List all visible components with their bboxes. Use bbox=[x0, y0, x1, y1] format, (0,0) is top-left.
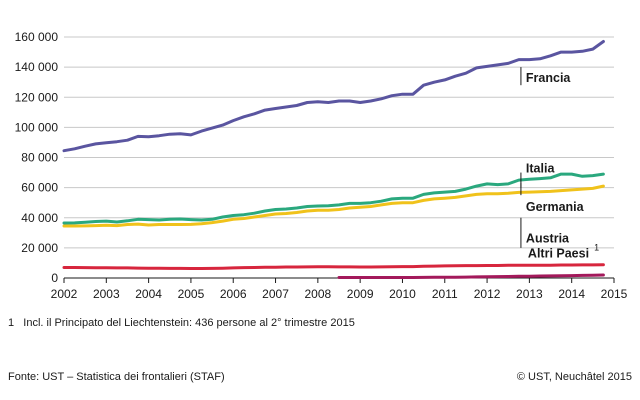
x-tick-label: 2011 bbox=[432, 287, 458, 301]
series-line-germania bbox=[62, 184, 605, 228]
footnote-text: Incl. il Principato del Liechtenstein: 4… bbox=[23, 317, 355, 329]
y-tick-label: 60 000 bbox=[21, 181, 58, 195]
y-tick-label: 80 000 bbox=[21, 151, 58, 165]
footnote-marker: 1 bbox=[8, 317, 15, 329]
x-tick-label: 2015 bbox=[601, 287, 628, 301]
y-tick-label: 40 000 bbox=[21, 211, 58, 225]
series-lines bbox=[62, 40, 605, 279]
y-tick-label: 0 bbox=[51, 271, 58, 285]
x-tick-label: 2007 bbox=[262, 287, 289, 301]
series-line-francia bbox=[62, 40, 605, 153]
x-tick-label: 2002 bbox=[51, 287, 78, 301]
x-tick-label: 2012 bbox=[474, 287, 501, 301]
series-label-altri-paesi: Altri Paesi bbox=[528, 247, 589, 261]
axes: 0 20 000 40 000 60 000 80 000 100 000 120 000 1… bbox=[15, 30, 628, 301]
grid bbox=[64, 36, 614, 279]
x-tick-label: 2009 bbox=[347, 287, 374, 301]
series-line-austria bbox=[62, 263, 605, 270]
series-label-italia: Italia bbox=[526, 162, 556, 176]
x-tick-label: 2013 bbox=[516, 287, 543, 301]
series-label-francia: Francia bbox=[526, 71, 572, 85]
y-tick-label: 160 000 bbox=[15, 30, 59, 44]
y-tick-label: 140 000 bbox=[15, 60, 59, 74]
series-label-austria: Austria bbox=[526, 232, 570, 246]
x-tick-label: 2006 bbox=[220, 287, 247, 301]
y-tick-label: 120 000 bbox=[15, 90, 59, 104]
copyright-credit: © UST, Neuchâtel 2015 bbox=[516, 371, 632, 383]
footnote: 1 Incl. il Principato del Liechtenstein:… bbox=[8, 317, 355, 329]
source-note: Fonte: UST – Statistica dei frontalieri … bbox=[8, 371, 225, 383]
x-tick-label: 2010 bbox=[389, 287, 416, 301]
footnote-marker-sup: 1 bbox=[594, 243, 599, 253]
x-tick-label: 2005 bbox=[178, 287, 205, 301]
series-line-italia bbox=[62, 172, 605, 225]
x-tick-label: 2003 bbox=[93, 287, 120, 301]
series-line-altri-paesi bbox=[337, 273, 605, 279]
x-tick-label: 2004 bbox=[135, 287, 162, 301]
x-tick-label: 2014 bbox=[558, 287, 585, 301]
chart: 0 20 000 40 000 60 000 80 000 100 000 120 000 1… bbox=[15, 30, 628, 301]
series-label-germania: Germania bbox=[526, 200, 585, 214]
y-tick-label: 20 000 bbox=[21, 241, 58, 255]
x-tick-label: 2008 bbox=[304, 287, 331, 301]
y-tick-label: 100 000 bbox=[15, 120, 59, 134]
